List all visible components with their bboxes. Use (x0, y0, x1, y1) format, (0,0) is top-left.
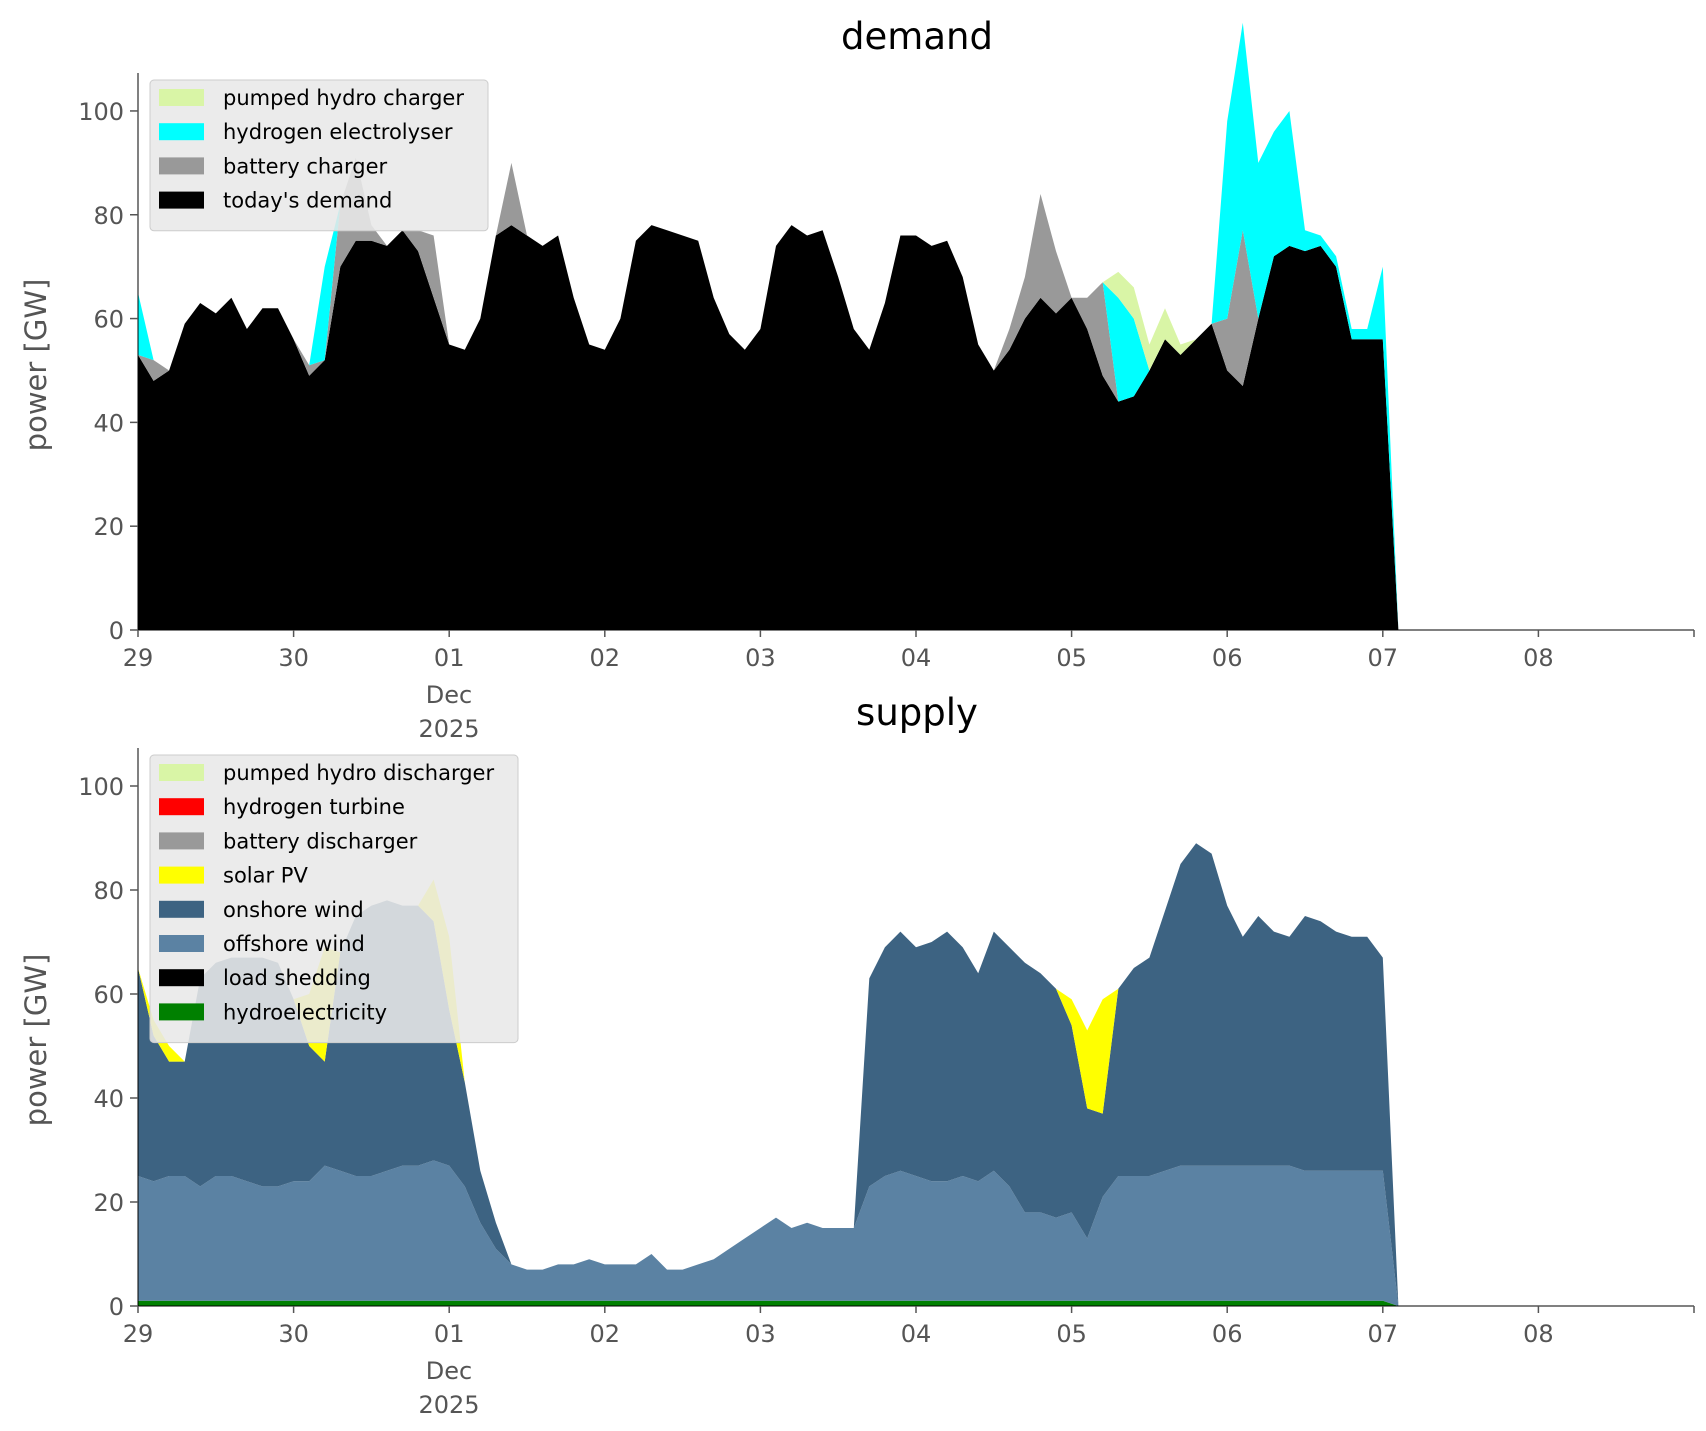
demand-x-tick-label: 07 (1368, 644, 1399, 672)
demand-x-tick-label: 03 (745, 644, 776, 672)
demand-x-tick-label: 08 (1523, 644, 1554, 672)
supply-legend-swatch-solar-pv (159, 866, 204, 884)
supply-area-onshore-wind (138, 843, 1694, 1306)
demand-legend-swatch-today-s-demand (159, 191, 204, 209)
demand-y-tick-label: 0 (109, 617, 124, 645)
supply-x-tick-label: 08 (1523, 1320, 1554, 1348)
supply-x-tick-label: 30 (278, 1320, 309, 1348)
supply-legend-swatch-battery-discharger (159, 832, 204, 850)
supply-x-tick-label: 03 (745, 1320, 776, 1348)
demand-y-tick-label: 80 (93, 202, 124, 230)
demand-y-axis-label: power [GW] (19, 279, 53, 452)
demand-legend-swatch-battery-charger (159, 157, 204, 175)
demand-x-tick-label: 06 (1212, 644, 1243, 672)
supply-series-layer (138, 843, 1694, 1306)
supply-legend-swatch-hydroelectricity (159, 1003, 204, 1021)
demand-legend-swatch-hydrogen-electrolyser (159, 123, 204, 141)
demand-title: demand (841, 15, 993, 58)
supply-legend: pumped hydro discharger hydrogen turbine b… (149, 754, 519, 1044)
supply-y-tick-label: 0 (109, 1293, 124, 1321)
supply-legend-label-hydroelectricity: hydroelectricity (223, 1000, 387, 1024)
supply-y-tick-label: 100 (78, 773, 124, 801)
supply-legend-label-load-shedding: load shedding (223, 966, 371, 990)
demand-x-tick-label: 30 (278, 644, 309, 672)
supply-x-year: 2025 (418, 1391, 479, 1419)
demand-y-tick-label: 20 (93, 513, 124, 541)
supply-legend-label-battery-discharger: battery discharger (223, 829, 418, 853)
demand-area-today-s-demand (138, 225, 1694, 630)
demand-legend-box (149, 79, 489, 232)
supply-x-tick-label: 02 (590, 1320, 621, 1348)
supply-y-tick-label: 20 (93, 1189, 124, 1217)
supply-legend-swatch-load-shedding (159, 969, 204, 987)
supply-axes: 0 20 40 60 80 100 29 30 01 02 03 04 05 06 07 08 (78, 748, 1695, 1348)
demand-y-tick-label: 40 (93, 409, 124, 437)
demand-x-year: 2025 (418, 715, 479, 743)
supply-legend-label-solar-pv: solar PV (223, 864, 308, 888)
supply-x-month-label: Dec 2025 (418, 1357, 479, 1419)
demand-x-tick-label: 29 (123, 644, 154, 672)
demand-axes: 0 20 40 60 80 100 29 30 01 02 03 04 05 06 07 08 (78, 73, 1695, 672)
supply-title: supply (856, 691, 978, 734)
supply-legend-swatch-onshore-wind (159, 900, 204, 918)
demand-y-tick-label: 100 (78, 98, 124, 126)
demand-legend-label-hydrogen-electrolyser: hydrogen electrolyser (223, 120, 453, 144)
supply-x-tick-label: 04 (901, 1320, 932, 1348)
demand-y-tick-label: 60 (93, 306, 124, 334)
demand-x-tick-label: 05 (1056, 644, 1087, 672)
supply-x-tick-label: 07 (1368, 1320, 1399, 1348)
supply-y-tick-label: 60 (93, 981, 124, 1009)
supply-legend-label-hydrogen-turbine: hydrogen turbine (223, 795, 405, 819)
supply-legend-label-pumped-hydro-discharger: pumped hydro discharger (223, 761, 494, 785)
demand-legend-label-today-s-demand: today's demand (223, 189, 392, 213)
supply-x-tick-label: 29 (123, 1320, 154, 1348)
supply-x-month: Dec (426, 1357, 472, 1385)
supply-y-tick-label: 40 (93, 1085, 124, 1113)
demand-legend: pumped hydro charger hydrogen electrolyse… (149, 79, 489, 232)
supply-y-tick-label: 80 (93, 877, 124, 905)
supply-legend-swatch-offshore-wind (159, 935, 204, 952)
supply-x-tick-label: 05 (1056, 1320, 1087, 1348)
demand-legend-label-battery-charger: battery charger (223, 154, 388, 178)
supply-legend-swatch-pumped-hydro-discharger (159, 764, 204, 781)
supply-legend-label-onshore-wind: onshore wind (223, 898, 364, 922)
supply-legend-swatch-hydrogen-turbine (159, 798, 204, 816)
demand-legend-label-pumped-hydro-charger: pumped hydro charger (223, 86, 464, 110)
supply-legend-box (149, 754, 519, 1044)
demand-x-month: Dec (426, 681, 472, 709)
supply-x-tick-label: 06 (1212, 1320, 1243, 1348)
demand-x-tick-label: 01 (434, 644, 465, 672)
demand-x-tick-label: 04 (901, 644, 932, 672)
demand-x-tick-label: 02 (590, 644, 621, 672)
demand-area-hydrogen-electrolyser (138, 22, 1694, 630)
supply-y-axis-label: power [GW] (19, 954, 53, 1127)
demand-series-layer (138, 22, 1694, 630)
demand-x-month-label: Dec 2025 (418, 681, 479, 743)
demand-legend-swatch-pumped-hydro-charger (159, 89, 204, 106)
supply-area-offshore-wind (138, 1160, 1694, 1306)
supply-x-tick-label: 01 (434, 1320, 465, 1348)
supply-area-hydroelectricity (138, 1300, 1694, 1306)
supply-legend-label-offshore-wind: offshore wind (223, 932, 365, 956)
